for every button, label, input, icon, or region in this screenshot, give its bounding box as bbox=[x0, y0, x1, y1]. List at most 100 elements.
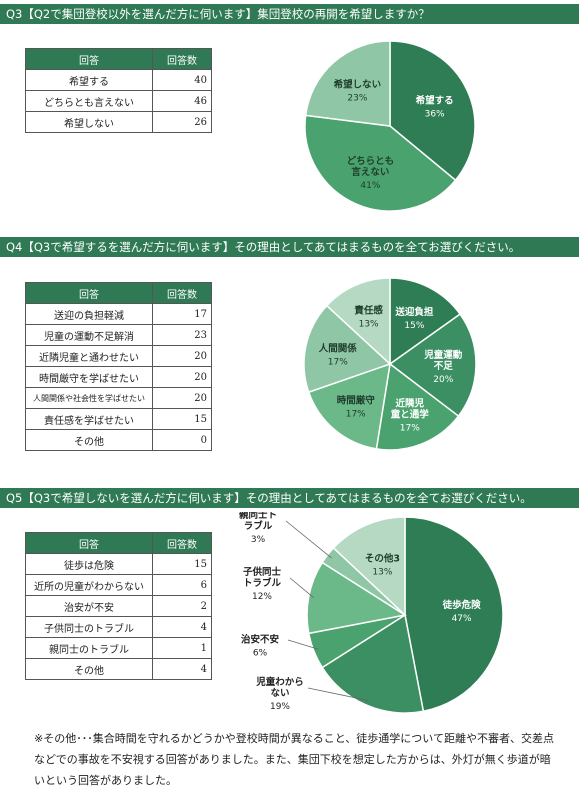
leader-line bbox=[289, 577, 314, 598]
row-value: 26 bbox=[152, 111, 212, 133]
leader-line bbox=[307, 687, 369, 701]
q3-table: 回答 回答数 希望する 40 どちらとも言えない 46 希望しない 26 bbox=[25, 48, 212, 133]
row-label: 徒歩は危険 bbox=[25, 553, 153, 575]
slice-label: その他3 bbox=[365, 552, 400, 564]
row-value: 0 bbox=[152, 429, 212, 451]
pie-slice bbox=[304, 40, 391, 127]
row-value: 6 bbox=[152, 574, 212, 596]
slice-label: 時間厳守 bbox=[337, 394, 376, 406]
row-label: 近所の児童がわからない bbox=[25, 574, 153, 596]
table-header-row: 回答 回答数 bbox=[25, 282, 212, 304]
q3-pie-chart: 希望する 36% どちらとも言えない 41% 希望しない 23% bbox=[304, 40, 476, 212]
slice-percent: 19% bbox=[270, 702, 290, 712]
table-row: 時間厳守を学ばせたい 20 bbox=[25, 366, 212, 388]
row-label: 児童の運動不足解消 bbox=[25, 324, 153, 346]
table-row: 責任感を学ばせたい 15 bbox=[25, 408, 212, 430]
pie-slice bbox=[389, 277, 462, 366]
row-value: 40 bbox=[152, 69, 212, 91]
q4-title-bar: Q4【Q3で希望するを選んだ方に伺います】その理由としてあてはまるものを全てお選… bbox=[0, 237, 579, 257]
table-row: 送迎の負担軽減 17 bbox=[25, 303, 212, 325]
slice-percent: 6% bbox=[253, 649, 268, 659]
table-row: 希望する 40 bbox=[25, 69, 212, 91]
slice-label: 希望する bbox=[416, 95, 454, 107]
table-row: 希望しない 26 bbox=[25, 111, 212, 133]
table-header-row: 回答 回答数 bbox=[25, 532, 212, 554]
slice-label: 人間関係 bbox=[319, 343, 358, 355]
row-value: 20 bbox=[152, 345, 212, 367]
slice-label: 徒歩危険 bbox=[442, 599, 482, 611]
slice-percent: 20% bbox=[433, 375, 453, 385]
q3-title-bar: Q3【Q2で集団登校以外を選んだ方に伺います】集団登校の再開を希望しますか？ bbox=[0, 4, 579, 24]
leader-line bbox=[285, 520, 332, 559]
row-value: 46 bbox=[152, 90, 212, 112]
row-value: 23 bbox=[152, 324, 212, 346]
slice-label: 親同士トラブル bbox=[239, 512, 277, 532]
slice-label: 責任感 bbox=[353, 305, 383, 317]
q3-title: Q3【Q2で集団登校以外を選んだ方に伺います】集団登校の再開を希望しますか？ bbox=[6, 7, 430, 21]
row-value: 17 bbox=[152, 303, 212, 325]
slice-percent: 41% bbox=[360, 181, 380, 191]
table-row: 近隣児童と通わせたい 20 bbox=[25, 345, 212, 367]
slice-percent: 15% bbox=[404, 321, 424, 331]
q5-table: 回答 回答数 徒歩は危険 15 近所の児童がわからない 6 治安が不安 2 子供同士の… bbox=[25, 532, 212, 680]
slice-percent: 23% bbox=[347, 94, 367, 104]
slice-percent: 17% bbox=[346, 409, 366, 419]
header-count: 回答数 bbox=[152, 48, 212, 70]
row-label: 責任感を学ばせたい bbox=[25, 408, 153, 430]
header-count: 回答数 bbox=[152, 282, 212, 304]
q4-pie-chart: 送迎負担 15% 児童運動不足 20% 近隣児童と通学 17% 時間厳守 17% 人間関係 17%… bbox=[303, 277, 477, 451]
header-answer: 回答 bbox=[25, 282, 153, 304]
row-label: その他 bbox=[25, 658, 153, 680]
table-row: 人間関係や社会性を学ばせたい 20 bbox=[25, 387, 212, 409]
q4-title: Q4【Q3で希望するを選んだ方に伺います】その理由としてあてはまるものを全てお選… bbox=[6, 240, 521, 254]
slice-percent: 17% bbox=[328, 358, 348, 368]
q5-pie-chart: 徒歩危険 47% 児童わからない 19% 治安不安 6% 子供同士トラブル 12% 親同士トラブ… bbox=[239, 512, 504, 714]
row-value: 2 bbox=[152, 595, 212, 617]
slice-label: 児童運動不足 bbox=[423, 349, 463, 372]
row-label: 時間厳守を学ばせたい bbox=[25, 366, 153, 388]
row-value: 20 bbox=[152, 366, 212, 388]
row-label: どちらとも言えない bbox=[25, 90, 153, 112]
table-row: 児童の運動不足解消 23 bbox=[25, 324, 212, 346]
row-label: 近隣児童と通わせたい bbox=[25, 345, 153, 367]
slice-label: 児童わからない bbox=[255, 676, 304, 699]
slice-percent: 47% bbox=[452, 614, 472, 624]
slice-percent: 36% bbox=[425, 110, 445, 120]
row-value: 4 bbox=[152, 658, 212, 680]
table-row: その他 0 bbox=[25, 429, 212, 451]
pie-slice bbox=[388, 313, 477, 418]
pie-slice bbox=[325, 277, 391, 366]
table-row: 親同士のトラブル 1 bbox=[25, 637, 212, 659]
slice-percent: 3% bbox=[251, 535, 266, 545]
q5-title-bar: Q5【Q3で希望しないを選んだ方に伺います】その理由としてあてはまるものを全てお… bbox=[0, 488, 579, 508]
slice-label: 子供同士トラブル bbox=[243, 566, 282, 589]
slice-percent: 13% bbox=[372, 567, 392, 577]
leader-line bbox=[287, 639, 319, 650]
row-label: 子供同士のトラブル bbox=[25, 616, 153, 638]
pie-slice bbox=[404, 516, 504, 713]
row-label: 希望しない bbox=[25, 111, 153, 133]
row-value: 15 bbox=[152, 553, 212, 575]
table-row: その他 4 bbox=[25, 658, 212, 680]
pie-slice bbox=[375, 362, 460, 451]
slice-label: 希望しない bbox=[334, 79, 382, 91]
slice-percent: 13% bbox=[359, 320, 379, 330]
header-answer: 回答 bbox=[25, 532, 153, 554]
slice-label: 送迎負担 bbox=[394, 306, 434, 318]
table-row: 子供同士のトラブル 4 bbox=[25, 616, 212, 638]
table-header-row: 回答 回答数 bbox=[25, 48, 212, 70]
q4-table: 回答 回答数 送迎の負担軽減 17 児童の運動不足解消 23 近隣児童と通わせたい 2… bbox=[25, 282, 212, 451]
header-count: 回答数 bbox=[152, 532, 212, 554]
row-value: 4 bbox=[152, 616, 212, 638]
pie-slice bbox=[321, 613, 425, 714]
table-row: 治安が不安 2 bbox=[25, 595, 212, 617]
slice-label: 近隣児童と通学 bbox=[391, 398, 430, 421]
row-label: その他 bbox=[25, 429, 153, 451]
slice-percent: 17% bbox=[400, 424, 420, 434]
row-label: 送迎の負担軽減 bbox=[25, 303, 153, 325]
q5-title: Q5【Q3で希望しないを選んだ方に伺います】その理由としてあてはまるものを全てお… bbox=[6, 491, 532, 505]
table-row: 徒歩は危険 15 bbox=[25, 553, 212, 575]
pie-slice bbox=[389, 40, 476, 182]
header-answer: 回答 bbox=[25, 48, 153, 70]
footnote: ※その他･･･集合時間を守れるかどうかや登校時間が異なること、徒歩通学について距… bbox=[34, 732, 554, 787]
